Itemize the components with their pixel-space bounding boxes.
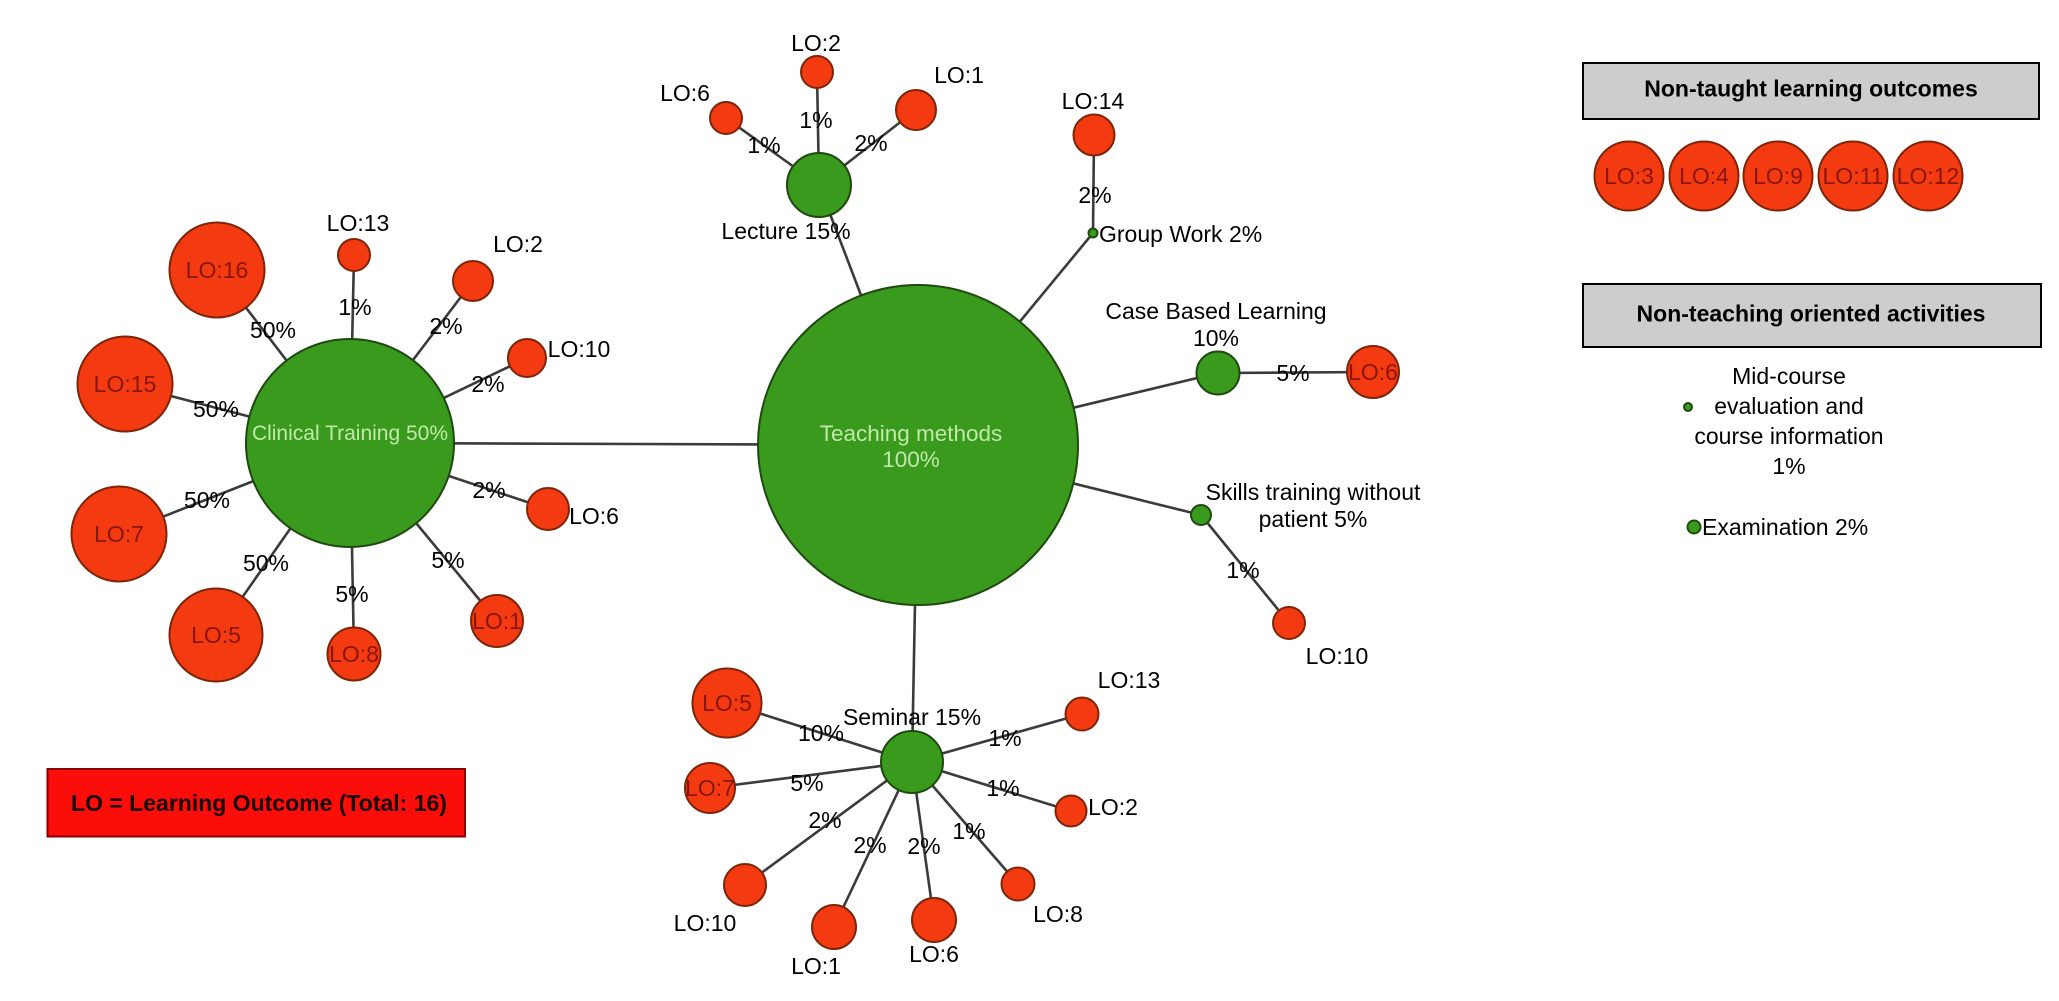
svg-text:LO:1: LO:1 bbox=[472, 608, 522, 634]
svg-text:LO:3: LO:3 bbox=[1604, 163, 1654, 189]
svg-text:10%: 10% bbox=[1193, 325, 1239, 351]
svg-text:5%: 5% bbox=[1276, 360, 1309, 386]
svg-text:1%: 1% bbox=[799, 107, 832, 133]
svg-text:2%: 2% bbox=[854, 130, 887, 156]
svg-text:2%: 2% bbox=[471, 371, 504, 397]
svg-text:LO:10: LO:10 bbox=[548, 336, 611, 362]
svg-text:Seminar 15%: Seminar 15% bbox=[843, 704, 981, 730]
svg-text:Teaching methods: Teaching methods bbox=[820, 421, 1003, 446]
svg-text:patient 5%: patient 5% bbox=[1259, 506, 1368, 532]
svg-text:LO:6: LO:6 bbox=[909, 941, 959, 967]
svg-text:2%: 2% bbox=[429, 313, 462, 339]
svg-text:1%: 1% bbox=[1226, 557, 1259, 583]
svg-text:LO:1: LO:1 bbox=[791, 953, 841, 979]
svg-text:LO:7: LO:7 bbox=[94, 521, 144, 547]
svg-text:2%: 2% bbox=[853, 832, 886, 858]
svg-text:10%: 10% bbox=[798, 720, 844, 746]
svg-text:LO:7: LO:7 bbox=[685, 775, 735, 801]
svg-text:LO:5: LO:5 bbox=[191, 622, 241, 648]
svg-text:LO:2: LO:2 bbox=[1088, 794, 1138, 820]
svg-text:LO:10: LO:10 bbox=[1306, 643, 1369, 669]
svg-text:LO:2: LO:2 bbox=[493, 231, 543, 257]
svg-text:2%: 2% bbox=[808, 807, 841, 833]
svg-text:LO:1: LO:1 bbox=[934, 62, 984, 88]
svg-text:Examination 2%: Examination 2% bbox=[1702, 514, 1868, 540]
svg-text:100%: 100% bbox=[882, 447, 940, 472]
svg-text:1%: 1% bbox=[988, 725, 1021, 751]
svg-text:LO:14: LO:14 bbox=[1062, 88, 1125, 114]
svg-text:LO:4: LO:4 bbox=[1679, 163, 1729, 189]
svg-text:Case Based Learning: Case Based Learning bbox=[1105, 298, 1326, 324]
svg-text:LO:10: LO:10 bbox=[674, 910, 737, 936]
svg-text:1%: 1% bbox=[1772, 453, 1805, 479]
svg-text:LO:6: LO:6 bbox=[569, 503, 619, 529]
svg-text:Lecture 15%: Lecture 15% bbox=[721, 218, 850, 244]
svg-text:Clinical Training 50%: Clinical Training 50% bbox=[252, 422, 448, 445]
svg-text:2%: 2% bbox=[1078, 182, 1111, 208]
svg-text:evaluation and: evaluation and bbox=[1714, 393, 1864, 419]
svg-text:1%: 1% bbox=[747, 132, 780, 158]
svg-text:Non-taught learning outcomes: Non-taught learning outcomes bbox=[1644, 76, 1978, 102]
svg-text:LO:15: LO:15 bbox=[94, 371, 157, 397]
svg-text:1%: 1% bbox=[952, 818, 985, 844]
svg-text:LO:8: LO:8 bbox=[329, 641, 379, 667]
svg-text:LO:8: LO:8 bbox=[1033, 901, 1083, 927]
svg-text:50%: 50% bbox=[250, 317, 296, 343]
svg-text:1%: 1% bbox=[986, 775, 1019, 801]
svg-text:5%: 5% bbox=[790, 770, 823, 796]
svg-text:LO:2: LO:2 bbox=[791, 30, 841, 56]
svg-text:50%: 50% bbox=[193, 396, 239, 422]
svg-text:2%: 2% bbox=[907, 833, 940, 859]
svg-text:50%: 50% bbox=[243, 550, 289, 576]
svg-text:course information: course information bbox=[1694, 423, 1883, 449]
svg-text:LO:6: LO:6 bbox=[660, 80, 710, 106]
svg-text:LO:16: LO:16 bbox=[186, 257, 249, 283]
svg-text:1%: 1% bbox=[338, 294, 371, 320]
svg-text:Skills training without: Skills training without bbox=[1206, 479, 1421, 505]
svg-text:LO:13: LO:13 bbox=[327, 210, 390, 236]
svg-text:50%: 50% bbox=[184, 487, 230, 513]
svg-text:Non-teaching oriented activiti: Non-teaching oriented activities bbox=[1637, 301, 1986, 327]
svg-text:LO:5: LO:5 bbox=[702, 690, 752, 716]
svg-text:Mid-course: Mid-course bbox=[1732, 363, 1846, 389]
svg-text:Group Work 2%: Group Work 2% bbox=[1099, 221, 1262, 247]
svg-text:LO:11: LO:11 bbox=[1823, 163, 1884, 189]
svg-text:LO:6: LO:6 bbox=[1348, 359, 1398, 385]
svg-text:LO:13: LO:13 bbox=[1098, 667, 1161, 693]
svg-text:5%: 5% bbox=[431, 547, 464, 573]
svg-text:LO = Learning Outcome (Total:: LO = Learning Outcome (Total: 16) bbox=[71, 790, 447, 816]
svg-text:LO:9: LO:9 bbox=[1753, 163, 1803, 189]
svg-text:LO:12: LO:12 bbox=[1897, 163, 1960, 189]
svg-text:5%: 5% bbox=[335, 581, 368, 607]
svg-text:2%: 2% bbox=[472, 477, 505, 503]
